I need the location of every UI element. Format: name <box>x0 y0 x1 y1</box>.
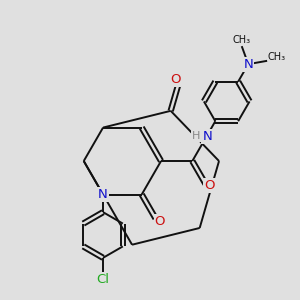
Text: H: H <box>192 131 201 141</box>
Text: N: N <box>98 188 108 201</box>
Text: N: N <box>202 130 212 143</box>
Text: CH₃: CH₃ <box>233 34 251 44</box>
Text: O: O <box>170 74 180 86</box>
Text: N: N <box>243 58 253 70</box>
Text: CH₃: CH₃ <box>267 52 285 62</box>
Text: Cl: Cl <box>97 273 110 286</box>
Text: O: O <box>204 179 214 192</box>
Text: O: O <box>155 215 165 228</box>
